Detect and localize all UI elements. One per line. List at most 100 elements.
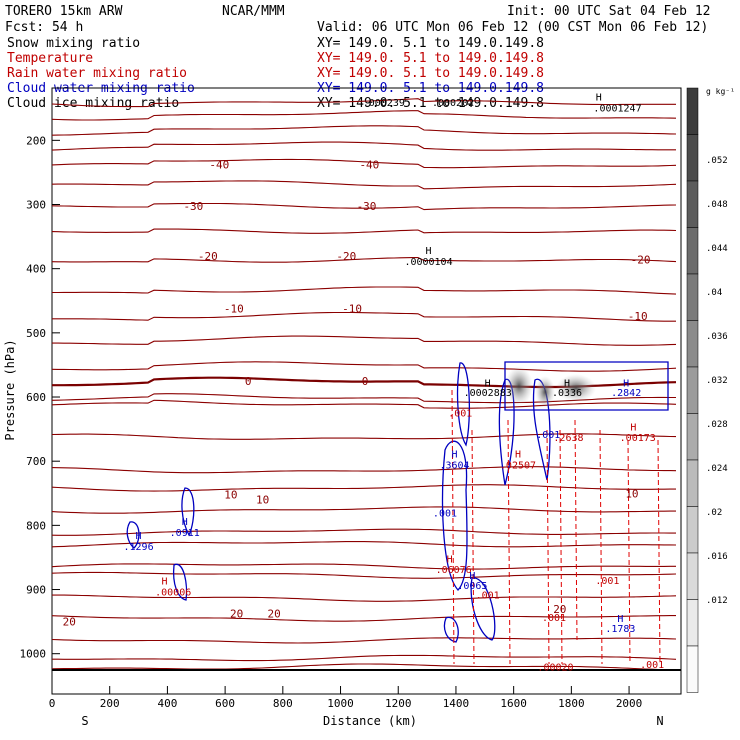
colorbar-swatch (686, 506, 699, 554)
temperature-label: -30 (357, 200, 377, 213)
contour-annotation: .0336 (552, 388, 582, 399)
x-tick-label: 1000 (327, 697, 354, 710)
legend-xy: XY= 149.0. 5.1 to 149.0.149.8 (317, 51, 544, 66)
contour-annotation: .000202 (432, 98, 474, 109)
contour-annotation: H (596, 93, 602, 104)
org-title: NCAR/MMM (222, 4, 285, 19)
y-tick-label: 700 (26, 455, 46, 468)
contour-annotation: H (162, 577, 168, 588)
colorbar-swatch (686, 180, 699, 228)
legend-name: Snow mixing ratio (7, 36, 140, 51)
x-tick-label: 1400 (443, 697, 470, 710)
y-tick-label: 800 (26, 519, 46, 532)
contour-annotation: .001 (595, 576, 619, 587)
colorbar-unit: g kg⁻¹ (706, 87, 735, 96)
colorbar-swatch (686, 599, 699, 647)
south-end-label: S (81, 714, 88, 728)
rain-contour (546, 429, 550, 665)
contour-annotation: .00173 (620, 433, 656, 444)
cloud-water-contour (470, 577, 496, 641)
cloud-water-contour (172, 563, 188, 601)
colorbar-tick-label: .024 (706, 464, 728, 474)
isotherm-line (52, 311, 676, 322)
x-tick-label: 800 (273, 697, 293, 710)
rain-contour (471, 429, 475, 665)
colorbar-tick-label: .02 (706, 508, 722, 518)
contour-annotation: .001 (536, 430, 560, 441)
contour-annotation: .00006 (155, 587, 191, 598)
valid-time: Valid: 06 UTC Mon 06 Feb 12 (00 CST Mon … (317, 20, 708, 35)
y-tick-label: 900 (26, 584, 46, 597)
isotherm-line (51, 228, 677, 234)
snow-shade (535, 376, 555, 408)
axes-layer: 0 200 400 600 800 1000 1200 1400 1600 1800 2000200… (20, 134, 643, 710)
annotation-layer: -40 -40 -30 -30 -20 -20 -20 -10 -10 -10 0 0 10 10 10 20… (63, 93, 665, 674)
x-tick-label: 1200 (385, 697, 412, 710)
contour-annotation: .2842 (611, 388, 641, 399)
isotherm-line (51, 110, 677, 121)
x-tick-label: 400 (157, 697, 177, 710)
rain-contour (451, 389, 455, 665)
isotherm-line (52, 654, 677, 662)
y-tick-label: 300 (26, 199, 46, 212)
x-axis-label: Distance (km) (323, 714, 417, 728)
temperature-label: 10 (224, 489, 237, 502)
contour-annotation: .00020 (537, 663, 573, 674)
x-tick-label: 1600 (500, 697, 527, 710)
contour-annotation: .3604 (439, 460, 469, 471)
forecast-hour: Fcst: 54 h (5, 20, 83, 35)
y-tick-label: 1000 (20, 648, 47, 661)
snow-shading-layer (505, 366, 596, 408)
isotherm-line (51, 466, 677, 474)
colorbar-tick-label: .044 (706, 244, 728, 254)
isotherm-line (51, 257, 677, 263)
plot-frame (51, 87, 682, 695)
model-title: TORERO 15km ARW (5, 4, 123, 19)
colorbar-tick-label: .028 (706, 420, 728, 430)
temperature-label: 20 (230, 607, 243, 620)
temperature-label: -10 (224, 302, 244, 315)
temperature-label: -20 (198, 250, 218, 263)
contour-annotation: .001 (433, 509, 457, 520)
temperature-label: -20 (336, 250, 356, 263)
isotherm-line (51, 541, 677, 548)
isotherm-line (51, 399, 677, 409)
contour-annotation: H (623, 378, 629, 389)
contour-annotation: .1783 (605, 624, 635, 635)
isotherm-line (51, 433, 677, 440)
contour-annotation: H (136, 531, 142, 542)
temperature-label: -40 (209, 159, 229, 172)
legend-name: Rain water mixing ratio (7, 66, 187, 81)
contour-annotation: .06076 (436, 565, 472, 576)
x-tick-label: 200 (100, 697, 120, 710)
snow-shade (505, 366, 533, 406)
isotherm-line (52, 335, 677, 346)
north-end-label: N (656, 714, 663, 728)
isotherm-line (51, 637, 677, 644)
isotherm-line (51, 563, 676, 570)
colorbar-swatch (686, 645, 699, 693)
legend-xy: XY= 149.0. 5.1 to 149.0.149.8 (317, 96, 544, 111)
isotherm-line (51, 98, 676, 108)
colorbar-tick-label: .04 (706, 288, 722, 298)
legend-name: Cloud ice mixing ratio (7, 96, 179, 111)
cloud-water-contour (504, 361, 669, 411)
cloud-water-contour (456, 362, 471, 447)
colorbar-swatch (686, 87, 699, 135)
y-tick-label: 500 (26, 327, 46, 340)
colorbar-swatch (686, 227, 699, 275)
snow-shade (556, 374, 596, 402)
temperature-label: 10 (625, 487, 638, 500)
legend-xy: XY= 149.0. 5.1 to 149.0.149.8 (317, 36, 544, 51)
temperature-label: -40 (359, 159, 379, 172)
contour-annotation: .001 (640, 660, 664, 671)
isotherm-line (51, 615, 676, 622)
cloud-water-contour (181, 487, 195, 537)
contour-annotation: H (617, 614, 623, 625)
colorbar-swatch (686, 366, 699, 414)
y-tick-label: 400 (26, 263, 46, 276)
colorbar-swatch (686, 273, 699, 321)
contour-annotation: .02507 (500, 460, 536, 471)
temperature-label: -10 (342, 302, 362, 315)
isotherm-line (51, 180, 677, 190)
